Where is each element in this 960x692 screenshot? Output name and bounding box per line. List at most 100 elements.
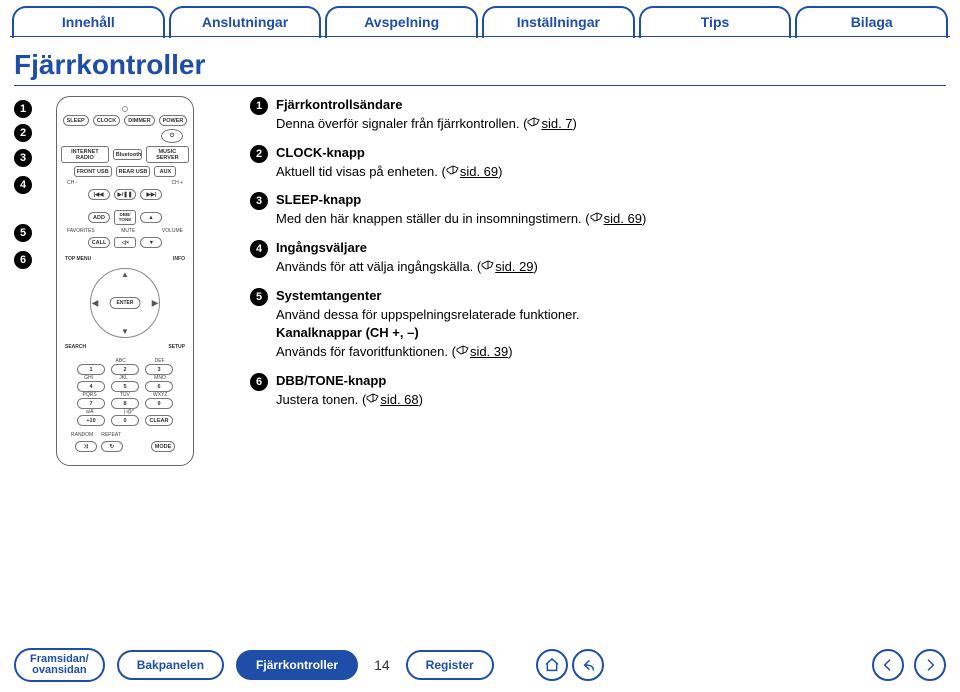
desc-item-1: 1FjärrkontrollsändareDenna överför signa… (250, 96, 940, 134)
btn-play: ▶/❚❚ (114, 189, 137, 200)
item-number: 5 (250, 288, 268, 306)
bottom-nav: Framsidan/ovansidan Bakpanelen Fjärrkont… (0, 648, 960, 682)
desc-item-5: 5 Systemtangenter Använd dessa för uppspel… (250, 287, 940, 362)
kp-0: 0 (111, 415, 139, 426)
item-text: Används för att välja ingångskälla. ( (276, 259, 481, 274)
dpad: ▲▼◀▶ ENTER (90, 268, 160, 338)
page-ref[interactable]: sid. 39 (470, 343, 508, 362)
nav-bakpanelen[interactable]: Bakpanelen (117, 650, 224, 680)
btn-internet: INTERNET RADIO (61, 146, 109, 163)
btn-frontusb: FRONT USB (74, 166, 112, 177)
marker-stack-234: 2 3 4 (14, 124, 32, 198)
nav-prev-icon[interactable] (872, 649, 904, 681)
pageref-icon (527, 115, 541, 127)
nav-next-icon[interactable] (914, 649, 946, 681)
nav-fjarrkontroller[interactable]: Fjärrkontroller (236, 650, 358, 680)
btn-call: CALL (88, 237, 111, 248)
page-number: 14 (370, 657, 394, 673)
btn-repeat: ↻ (101, 441, 123, 452)
btn-dbb: DBB/ TONE (114, 210, 136, 225)
page-ref[interactable]: sid. 69 (604, 210, 642, 229)
btn-voldown: ▼ (140, 237, 162, 248)
item-number: 3 (250, 192, 268, 210)
marker-1: 1 (14, 100, 32, 118)
item-heading: CLOCK-knapp (276, 145, 365, 160)
lbl-mute: MUTE (121, 228, 135, 234)
right-column: 1FjärrkontrollsändareDenna överför signa… (220, 96, 940, 466)
btn-music: MUSIC SERVER (146, 146, 189, 163)
desc-item-3: 3SLEEP-knappMed den här knappen ställer … (250, 191, 940, 229)
btn-bluetooth: Bluetooth (113, 149, 142, 160)
kp-8: 8 (111, 398, 139, 409)
item-heading: Systemtangenter (276, 288, 381, 303)
tab-bilaga[interactable]: Bilaga (795, 6, 948, 38)
lbl-topmenu: TOP MENU (65, 256, 91, 262)
desc-item-6: 6DBB/TONE-knappJustera tonen. (sid. 68) (250, 372, 940, 410)
page-ref[interactable]: sid. 68 (380, 391, 418, 410)
item-heading: DBB/TONE-knapp (276, 373, 386, 388)
section-title: Fjärrkontroller (0, 39, 960, 85)
btn-volup: ▲ (140, 212, 162, 223)
main-area: 1 2 3 4 5 6 SLEEP CLOCK DIMMER POWER ⏻ I… (0, 96, 960, 466)
marker-3: 3 (14, 149, 32, 167)
tab-avspelning[interactable]: Avspelning (325, 6, 478, 38)
item-number: 2 (250, 145, 268, 163)
marker-5: 5 (14, 224, 32, 242)
lbl-info: INFO (173, 256, 185, 262)
tab-underline (10, 36, 950, 37)
item-text: Aktuell tid visas på enheten. ( (276, 164, 446, 179)
btn-rearusb: REAR USB (116, 166, 151, 177)
pageref-icon (456, 343, 470, 355)
tab-installningar[interactable]: Inställningar (482, 6, 635, 38)
item-number: 4 (250, 240, 268, 258)
left-column: 1 2 3 4 5 6 SLEEP CLOCK DIMMER POWER ⏻ I… (20, 96, 220, 466)
item-subheading: Kanalknappar (CH +, –) (276, 325, 419, 340)
kp-2: 2 (111, 364, 139, 375)
btn-enter: ENTER (110, 297, 141, 309)
tab-tips[interactable]: Tips (639, 6, 792, 38)
lbl-setup: SETUP (168, 344, 185, 350)
lbl-chminus: CH - (67, 180, 77, 186)
item-number: 6 (250, 373, 268, 391)
item-text: Med den här knappen ställer du in insomn… (276, 211, 590, 226)
item-text: Justera tonen. ( (276, 392, 366, 407)
marker-stack: 1 (14, 100, 32, 122)
kp-4: 4 (77, 381, 105, 392)
nav-back-icon[interactable] (572, 649, 604, 681)
nav-register[interactable]: Register (406, 650, 494, 680)
item-heading: Fjärrkontrollsändare (276, 97, 402, 112)
kp-1: 1 (77, 364, 105, 375)
lbl-search: SEARCH (65, 344, 86, 350)
btn-aux: AUX (154, 166, 176, 177)
desc-item-2: 2 CLOCK-knapp Aktuell tid visas på enheten… (250, 144, 940, 182)
page-ref[interactable]: sid. 29 (495, 258, 533, 277)
page-ref[interactable]: sid. 7 (541, 115, 572, 134)
nav-framsidan[interactable]: Framsidan/ovansidan (14, 648, 105, 682)
marker-2: 2 (14, 124, 32, 142)
kp-3: 3 (145, 364, 173, 375)
kp-6: 6 (145, 381, 173, 392)
title-underline (14, 85, 946, 86)
lbl-fav: FAVORITES (67, 228, 95, 234)
item-text2: Används för favoritfunktionen. ( (276, 344, 456, 359)
tab-innehall[interactable]: Innehåll (12, 6, 165, 38)
remote-diagram: SLEEP CLOCK DIMMER POWER ⏻ INTERNET RADI… (56, 96, 194, 466)
btn-clock: CLOCK (93, 115, 121, 126)
btn-next: ▶▶| (140, 189, 162, 200)
btn-prev: |◀◀ (88, 189, 110, 200)
kp-5: 5 (111, 381, 139, 392)
nav-home-icon[interactable] (536, 649, 568, 681)
item-text: Använd dessa för uppspelningsrelaterade … (276, 307, 580, 322)
btn-mute: ◁× (114, 237, 136, 248)
pageref-icon (446, 163, 460, 175)
tab-anslutningar[interactable]: Anslutningar (169, 6, 322, 38)
marker-stack-56: 5 6 (14, 224, 32, 273)
btn-mode: MODE (151, 441, 176, 452)
btn-standby: ⏻ (161, 129, 183, 143)
btn-sleep: SLEEP (63, 115, 89, 126)
btn-dimmer: DIMMER (124, 115, 154, 126)
marker-6: 6 (14, 251, 32, 269)
item-number: 1 (250, 97, 268, 115)
pageref-icon (366, 391, 380, 403)
page-ref[interactable]: sid. 69 (460, 163, 498, 182)
